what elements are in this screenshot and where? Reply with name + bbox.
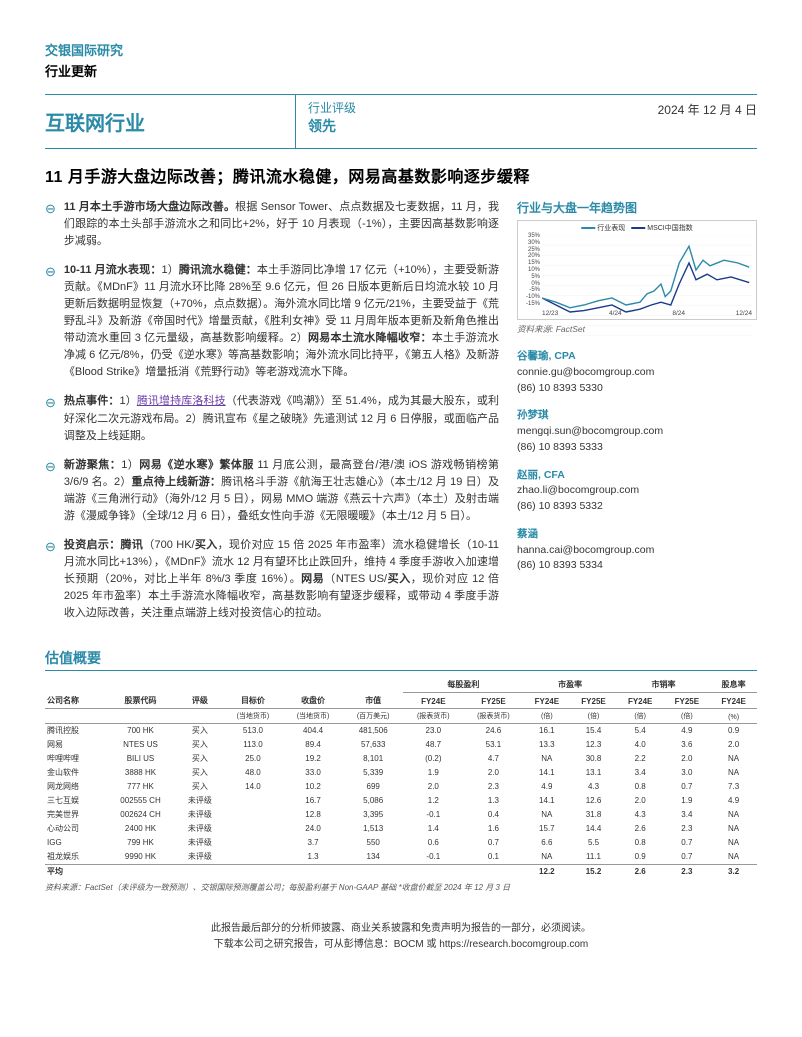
bullet-text: 11 月本土手游市场大盘边际改善。根据 Sensor Tower、点点数据及七麦… bbox=[64, 199, 499, 250]
table-row: 完美世界002624 CH未评级12.83,395-0.10.4NA31.84.… bbox=[45, 808, 757, 822]
table-row: 网龙网络777 HK买入14.010.26992.02.34.94.30.80.… bbox=[45, 780, 757, 794]
analyst-name: 蔡涵 bbox=[517, 527, 757, 543]
analyst-block: 谷馨瑜, CPA connie.gu@bocomgroup.com (86) 1… bbox=[517, 349, 757, 396]
analyst-phone: (86) 10 8393 5334 bbox=[517, 558, 757, 574]
rating-label: 行业评级 bbox=[308, 99, 495, 116]
table-row: 祖龙娱乐9990 HK未评级1.3134-0.10.1NA11.10.90.7N… bbox=[45, 850, 757, 865]
table-row: 三七互娱002555 CH未评级16.75,0861.21.314.112.62… bbox=[45, 794, 757, 808]
sidebar: 行业与大盘一年趋势图 行业表现 MSCI中国指数 35%30%25%20%15%1… bbox=[517, 199, 757, 634]
chart-plot bbox=[542, 235, 752, 336]
analyst-email: connie.gu@bocomgroup.com bbox=[517, 365, 757, 381]
legend-label: 行业表现 bbox=[597, 223, 625, 233]
legend-label: MSCI中国指数 bbox=[647, 223, 693, 233]
report-date: 2024 年 12 月 4 日 bbox=[658, 103, 757, 117]
legend-swatch bbox=[581, 227, 595, 229]
table-row: 腾讯控股700 HK买入513.0404.4481,50623.024.616.… bbox=[45, 723, 757, 738]
analyst-block: 赵丽, CFA zhao.li@bocomgroup.com (86) 10 8… bbox=[517, 468, 757, 515]
analysts-list: 谷馨瑜, CPA connie.gu@bocomgroup.com (86) 1… bbox=[517, 349, 757, 574]
analyst-phone: (86) 10 8393 5332 bbox=[517, 499, 757, 515]
analyst-email: hanna.cai@bocomgroup.com bbox=[517, 543, 757, 559]
footer: 此报告最后部分的分析师披露、商业关系披露和免责声明为报告的一部分，必须阅读。 下… bbox=[45, 921, 757, 953]
table-row: IGG799 HK未评级3.75500.60.76.65.50.80.7NA bbox=[45, 836, 757, 850]
bullets-column: ⊖11 月本土手游市场大盘边际改善。根据 Sensor Tower、点点数据及七… bbox=[45, 199, 499, 634]
rating-value: 领先 bbox=[308, 116, 495, 136]
bullet-text: 热点事件：1）腾讯增持库洛科技（代表游戏《鸣潮》）至 51.4%，成为其最大股东… bbox=[64, 393, 499, 444]
valuation-note: 资料来源：FactSet（未评级为一致预测）、交银国际预测覆盖公司；每股盈利基于… bbox=[45, 882, 757, 893]
bullet-marker-icon: ⊖ bbox=[45, 199, 56, 250]
chart-y-axis: 35%30%25%20%15%10%5%0%-5%-10%-15% bbox=[520, 233, 540, 307]
trend-chart: 行业表现 MSCI中国指数 35%30%25%20%15%10%5%0%-5%-1… bbox=[517, 220, 757, 320]
legend-swatch bbox=[631, 227, 645, 229]
title-block: 互联网行业 行业评级 领先 2024 年 12 月 4 日 bbox=[45, 95, 757, 149]
bullet-marker-icon: ⊖ bbox=[45, 537, 56, 622]
analyst-email: mengqi.sun@bocomgroup.com bbox=[517, 424, 757, 440]
bullet-text: 新游聚焦：1）网易《逆水寒》繁体服 11 月底公测，最高登台/港/澳 iOS 游… bbox=[64, 457, 499, 525]
chart-title: 行业与大盘一年趋势图 bbox=[517, 199, 757, 216]
footer-download: 下载本公司之研究报告，可从彭博信息：BOCM 或 https://researc… bbox=[45, 937, 757, 953]
bullet-text: 投资启示：腾讯（700 HK/买入，现价对应 15 倍 2025 年市盈率）流水… bbox=[64, 537, 499, 622]
legend-item: MSCI中国指数 bbox=[631, 223, 693, 233]
table-row: 金山软件3888 HK买入48.033.05,3391.92.014.113.1… bbox=[45, 766, 757, 780]
bullet-item: ⊖新游聚焦：1）网易《逆水寒》繁体服 11 月底公测，最高登台/港/澳 iOS … bbox=[45, 457, 499, 525]
analyst-block: 孙梦琪 mengqi.sun@bocomgroup.com (86) 10 83… bbox=[517, 408, 757, 455]
table-row: 哔哩哔哩BILI US买入25.019.28,101(0.2)4.7NA30.8… bbox=[45, 752, 757, 766]
table-average-row: 平均12.215.22.62.33.2 bbox=[45, 864, 757, 879]
bullet-marker-icon: ⊖ bbox=[45, 262, 56, 381]
bullet-item: ⊖10-11 月流水表现：1）腾讯流水稳健：本土手游同比净增 17 亿元（+10… bbox=[45, 262, 499, 381]
bullet-item: ⊖投资启示：腾讯（700 HK/买入，现价对应 15 倍 2025 年市盈率）流… bbox=[45, 537, 499, 622]
analyst-phone: (86) 10 8393 5333 bbox=[517, 440, 757, 456]
footer-disclosure: 此报告最后部分的分析师披露、商业关系披露和免责声明为报告的一部分，必须阅读。 bbox=[45, 921, 757, 937]
sector-title: 互联网行业 bbox=[45, 107, 295, 136]
update-type: 行业更新 bbox=[45, 61, 757, 80]
bullet-marker-icon: ⊖ bbox=[45, 457, 56, 525]
legend-item: 行业表现 bbox=[581, 223, 625, 233]
bullet-item: ⊖热点事件：1）腾讯增持库洛科技（代表游戏《鸣潮》）至 51.4%，成为其最大股… bbox=[45, 393, 499, 444]
table-row: 心动公司2400 HK未评级24.01,5131.41.615.714.42.6… bbox=[45, 822, 757, 836]
analyst-block: 蔡涵 hanna.cai@bocomgroup.com (86) 10 8393… bbox=[517, 527, 757, 574]
analyst-name: 赵丽, CFA bbox=[517, 468, 757, 484]
analyst-name: 谷馨瑜, CPA bbox=[517, 349, 757, 365]
valuation-title: 估值概要 bbox=[45, 648, 757, 671]
main-title: 11 月手游大盘边际改善；腾讯流水稳健，网易高基数影响逐步缓释 bbox=[45, 163, 757, 187]
analyst-phone: (86) 10 8393 5330 bbox=[517, 381, 757, 397]
chart-legend: 行业表现 MSCI中国指数 bbox=[578, 223, 696, 233]
bullet-text: 10-11 月流水表现：1）腾讯流水稳健：本土手游同比净增 17 亿元（+10%… bbox=[64, 262, 499, 381]
valuation-table: 每股盈利市盈率市销率股息率公司名称股票代码评级目标价收盘价市值FY24EFY25… bbox=[45, 677, 757, 879]
bullet-marker-icon: ⊖ bbox=[45, 393, 56, 444]
chart-x-axis: 12/234/248/2412/24 bbox=[542, 310, 752, 317]
analyst-name: 孙梦琪 bbox=[517, 408, 757, 424]
brand-name: 交银国际研究 bbox=[45, 40, 757, 59]
table-row: 网易NTES US买入113.089.457,63348.753.113.312… bbox=[45, 738, 757, 752]
analyst-email: zhao.li@bocomgroup.com bbox=[517, 483, 757, 499]
bullet-item: ⊖11 月本土手游市场大盘边际改善。根据 Sensor Tower、点点数据及七… bbox=[45, 199, 499, 250]
